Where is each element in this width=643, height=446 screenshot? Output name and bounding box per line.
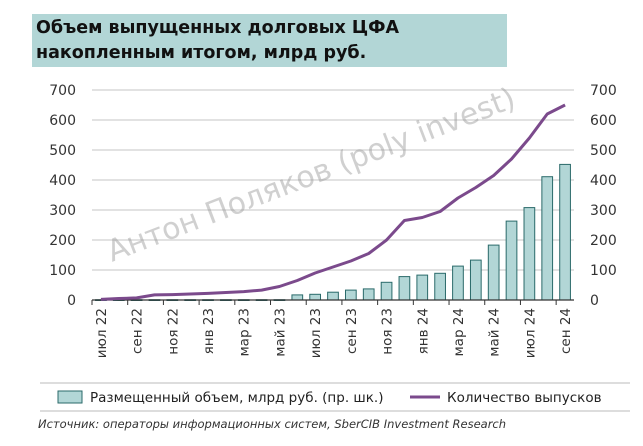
- y-right-tick-label: 200: [590, 233, 617, 249]
- y-right-tick-label: 500: [590, 143, 617, 159]
- y-left-tick-label: 200: [49, 233, 76, 249]
- x-tick-label: янв 24: [415, 308, 431, 354]
- x-tick-label: май 23: [272, 308, 288, 357]
- x-tick-label: сен 24: [558, 308, 574, 354]
- y-left-tick-label: 100: [49, 263, 76, 279]
- x-tick-label: май 24: [487, 308, 503, 357]
- bar: [452, 265, 464, 301]
- bar: [291, 294, 304, 301]
- y-left-tick-label: 600: [49, 113, 76, 129]
- legend-bar-swatch: [57, 390, 83, 404]
- x-tick-label: июл 24: [522, 308, 538, 358]
- legend-bar-label: Размещенный объем, млрд руб. (пр. шк.): [90, 390, 383, 406]
- x-tick-label: мар 23: [237, 308, 253, 357]
- legend-line-label: Количество выпусков: [447, 390, 602, 406]
- bar: [541, 176, 554, 301]
- bar: [469, 259, 482, 301]
- bar: [505, 220, 518, 301]
- bar: [380, 281, 393, 301]
- y-right-tick-label: 100: [590, 263, 617, 279]
- y-right-tick-label: 400: [590, 173, 617, 189]
- y-left-tick-label: 300: [49, 203, 76, 219]
- x-tick-label: мар 24: [451, 308, 467, 357]
- bar: [309, 293, 322, 301]
- y-right-tick-label: 300: [590, 203, 617, 219]
- y-left-tick-label: 700: [49, 83, 76, 99]
- watermark: Антон Поляков (poly invest): [102, 81, 520, 269]
- y-right-tick-label: 600: [590, 113, 617, 129]
- bar: [362, 288, 375, 301]
- bar: [434, 272, 446, 301]
- y-left-tick-label: 400: [49, 173, 76, 189]
- bar: [327, 291, 339, 301]
- x-tick-label: сен 22: [130, 308, 146, 354]
- x-tick-label: июл 22: [94, 308, 110, 358]
- x-tick-label: янв 23: [201, 308, 217, 354]
- y-left-tick-label: 0: [67, 293, 76, 309]
- bar: [559, 163, 571, 301]
- y-left-tick-label: 500: [49, 143, 76, 159]
- x-tick-label: ноя 23: [380, 308, 396, 355]
- bar: [487, 244, 500, 301]
- bar: [416, 274, 429, 301]
- bar: [344, 289, 357, 301]
- chart-title: Объем выпущенных долговых ЦФА накопленны…: [32, 14, 507, 67]
- y-right-tick-label: 0: [590, 293, 599, 309]
- bar: [523, 207, 536, 301]
- bar: [398, 276, 411, 301]
- x-tick-label: ноя 22: [165, 308, 181, 355]
- x-tick-label: сен 23: [344, 308, 360, 354]
- y-right-tick-label: 700: [590, 83, 617, 99]
- source-note: Источник: операторы информационных систе…: [38, 417, 507, 431]
- x-tick-label: июл 23: [308, 308, 324, 358]
